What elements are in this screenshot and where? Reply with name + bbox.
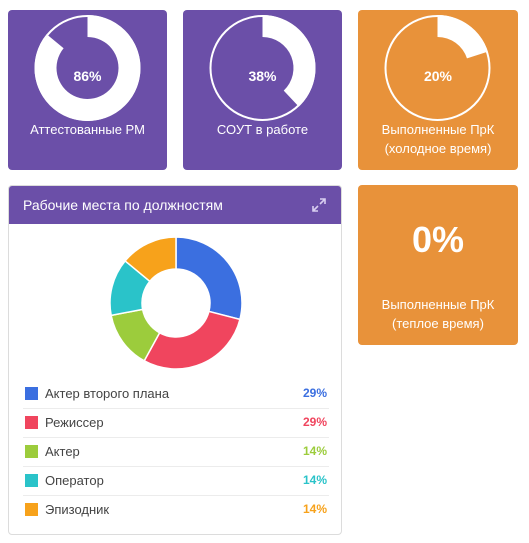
ring-fill [437,15,488,59]
donut-slice-4[interactable] [124,236,177,283]
legend-swatch [25,416,38,429]
legend-swatch [25,387,38,400]
legend-value: 29% [302,415,327,429]
legend-swatch [25,474,38,487]
legend-label: Актер [45,444,80,459]
legend-value: 14% [302,502,327,516]
positions-donut-chart [109,236,243,370]
ring-fill [34,15,141,121]
legend-item[interactable]: Актер второго плана 29% [23,380,329,409]
donut-prk-cold [384,15,491,121]
tile-percent: 86% [73,68,102,84]
tile-prk-warm[interactable]: 0% Выполненные ПрК (теплое время) [358,185,518,345]
panel-title: Рабочие места по должностям [23,197,223,213]
legend-swatch [25,445,38,458]
legend-label: Актер второго плана [45,386,170,401]
tile-big-value: 0% [411,219,465,260]
legend-item[interactable]: Оператор 14% [23,467,329,496]
tile-prk-cold[interactable]: 20% Выполненные ПрК (холодное время) [358,10,518,170]
tile-caption-line-2: (теплое время) [392,316,484,331]
tile-caption-line-2: (холодное время) [384,141,492,156]
legend-value: 14% [302,473,327,487]
legend-item[interactable]: Эпизодник 14% [23,496,329,525]
legend-label: Эпизодник [45,502,110,517]
legend-item[interactable]: Актер 14% [23,438,329,467]
donut-slice-0[interactable] [175,236,243,321]
positions-panel: Рабочие места по должностям Актер второг… [8,185,342,535]
legend-item[interactable]: Режиссер 29% [23,409,329,438]
legend-label: Режиссер [45,415,104,430]
tile-caption: Аттестованные РМ [30,122,145,137]
donut-sout-in-progress [209,15,316,121]
legend-value: 14% [302,444,327,458]
expand-icon[interactable] [311,197,327,213]
legend-label: Оператор [45,473,104,488]
ring-fill [262,15,316,107]
tile-caption-line-1: Выполненные ПрК [381,297,495,312]
donut-attested-rm [34,15,141,121]
tile-attested-rm[interactable]: 86% Аттестованные РМ [8,10,167,170]
donut-slice-1[interactable] [143,310,241,370]
legend-value: 29% [302,386,327,400]
legend-swatch [25,503,38,516]
tile-percent: 38% [248,68,277,84]
tile-caption-line-1: Выполненные ПрК [381,122,495,137]
panel-header: Рабочие места по должностям [9,186,341,224]
tile-caption: СОУТ в работе [216,122,309,137]
tile-percent: 20% [423,68,453,84]
tile-sout-in-progress[interactable]: 38% СОУТ в работе [183,10,342,170]
